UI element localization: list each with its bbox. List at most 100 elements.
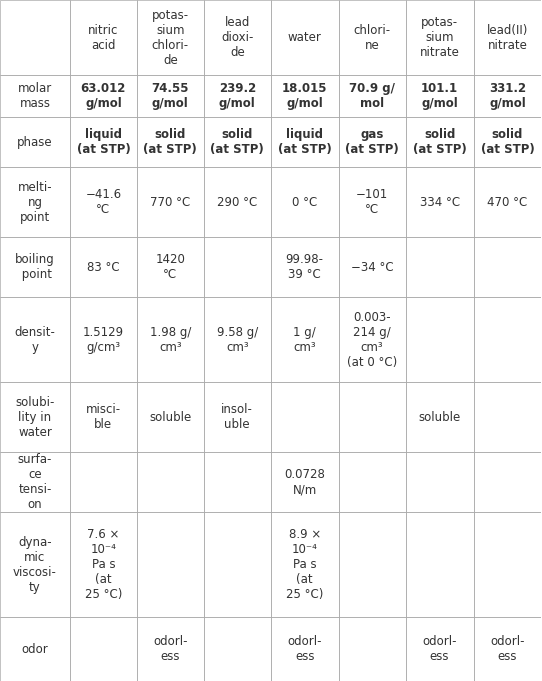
Bar [271, 382, 339, 452]
Text: phase: phase [17, 136, 53, 148]
Text: water: water [288, 31, 321, 44]
Bar [204, 297, 271, 382]
Bar [70, 117, 137, 167]
Bar [0, 237, 70, 297]
Text: densit-
y: densit- y [15, 326, 55, 353]
Bar [474, 617, 541, 681]
Text: odorl-
ess: odorl- ess [491, 635, 525, 663]
Bar [204, 167, 271, 237]
Bar [204, 452, 271, 512]
Text: −41.6
°C: −41.6 °C [85, 188, 121, 216]
Text: 99.98-
39 °C: 99.98- 39 °C [286, 253, 324, 281]
Text: misci-
ble: misci- ble [86, 403, 121, 431]
Text: −101
°C: −101 °C [356, 188, 388, 216]
Text: solid
(at STP): solid (at STP) [412, 128, 467, 156]
Bar [204, 512, 271, 617]
Bar [137, 167, 204, 237]
Text: lead
dioxi-
de: lead dioxi- de [221, 16, 254, 59]
Bar [474, 297, 541, 382]
Bar [339, 117, 405, 167]
Bar [271, 117, 339, 167]
Bar [339, 0, 405, 75]
Text: odorl-
ess: odorl- ess [422, 635, 457, 663]
Bar [405, 382, 474, 452]
Bar [70, 0, 137, 75]
Text: potas-
sium
nitrate: potas- sium nitrate [420, 16, 460, 59]
Text: 1.5129
g/cm³: 1.5129 g/cm³ [83, 326, 124, 353]
Bar [339, 512, 405, 617]
Text: 1420
°C: 1420 °C [156, 253, 185, 281]
Text: insol-
uble: insol- uble [221, 403, 253, 431]
Text: 83 °C: 83 °C [87, 261, 120, 274]
Text: 1 g/
cm³: 1 g/ cm³ [293, 326, 316, 353]
Text: 1.98 g/
cm³: 1.98 g/ cm³ [150, 326, 191, 353]
Bar [137, 0, 204, 75]
Bar [405, 237, 474, 297]
Text: dyna-
mic
viscosi-
ty: dyna- mic viscosi- ty [13, 535, 57, 594]
Text: 0.003-
214 g/
cm³
(at 0 °C): 0.003- 214 g/ cm³ (at 0 °C) [347, 311, 397, 368]
Bar [70, 512, 137, 617]
Bar [204, 617, 271, 681]
Bar [339, 237, 405, 297]
Bar [70, 237, 137, 297]
Text: 70.9 g/
mol: 70.9 g/ mol [349, 82, 395, 110]
Text: −34 °C: −34 °C [351, 261, 393, 274]
Bar [474, 237, 541, 297]
Bar [271, 237, 339, 297]
Bar [0, 167, 70, 237]
Bar [474, 452, 541, 512]
Bar [0, 117, 70, 167]
Bar [405, 117, 474, 167]
Text: soluble: soluble [418, 411, 461, 424]
Bar [0, 297, 70, 382]
Bar [204, 117, 271, 167]
Bar [405, 297, 474, 382]
Bar [405, 452, 474, 512]
Bar [137, 617, 204, 681]
Text: 470 °C: 470 °C [487, 195, 527, 208]
Text: 239.2
g/mol: 239.2 g/mol [218, 82, 256, 110]
Text: 63.012
g/mol: 63.012 g/mol [81, 82, 126, 110]
Bar [70, 452, 137, 512]
Bar [137, 117, 204, 167]
Text: solid
(at STP): solid (at STP) [144, 128, 197, 156]
Bar [474, 512, 541, 617]
Text: gas
(at STP): gas (at STP) [345, 128, 399, 156]
Text: 74.55
g/mol: 74.55 g/mol [152, 82, 189, 110]
Bar [70, 297, 137, 382]
Bar [271, 75, 339, 117]
Text: odorl-
ess: odorl- ess [287, 635, 322, 663]
Text: 334 °C: 334 °C [420, 195, 460, 208]
Text: chlori-
ne: chlori- ne [353, 24, 391, 52]
Bar [474, 75, 541, 117]
Bar [0, 382, 70, 452]
Bar [339, 382, 405, 452]
Bar [339, 452, 405, 512]
Bar [271, 617, 339, 681]
Bar [0, 0, 70, 75]
Text: molar
mass: molar mass [18, 82, 52, 110]
Bar [70, 167, 137, 237]
Bar [204, 382, 271, 452]
Text: potas-
sium
chlori-
de: potas- sium chlori- de [152, 9, 189, 67]
Text: nitric
acid: nitric acid [88, 24, 119, 52]
Bar [474, 0, 541, 75]
Bar [405, 0, 474, 75]
Bar [339, 297, 405, 382]
Text: solid
(at STP): solid (at STP) [210, 128, 264, 156]
Bar [271, 167, 339, 237]
Bar [204, 237, 271, 297]
Bar [204, 75, 271, 117]
Text: 290 °C: 290 °C [217, 195, 257, 208]
Text: 770 °C: 770 °C [150, 195, 190, 208]
Bar [70, 617, 137, 681]
Text: 9.58 g/
cm³: 9.58 g/ cm³ [217, 326, 258, 353]
Text: liquid
(at STP): liquid (at STP) [76, 128, 130, 156]
Text: lead(II)
nitrate: lead(II) nitrate [487, 24, 528, 52]
Text: 8.9 ×
10⁻⁴
Pa s
(at
25 °C): 8.9 × 10⁻⁴ Pa s (at 25 °C) [286, 528, 324, 601]
Text: odorl-
ess: odorl- ess [153, 635, 188, 663]
Bar [405, 167, 474, 237]
Bar [474, 117, 541, 167]
Bar [137, 297, 204, 382]
Bar [137, 382, 204, 452]
